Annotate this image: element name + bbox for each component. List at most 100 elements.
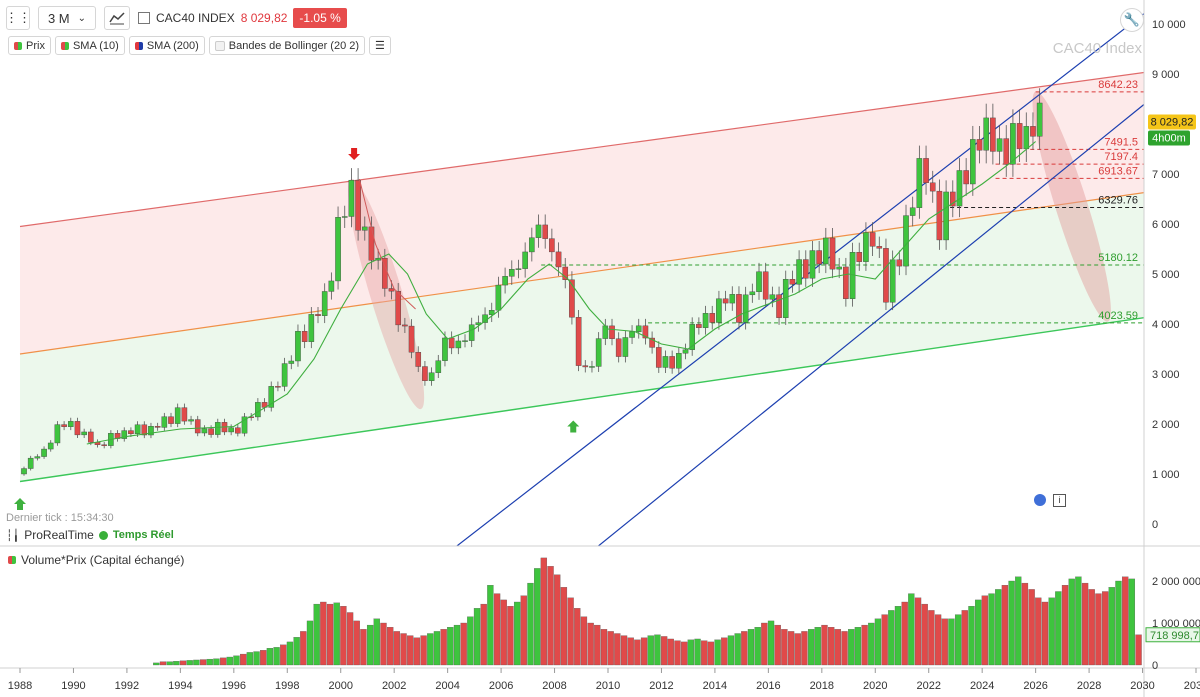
volume-bar (1128, 578, 1136, 666)
candle-body (355, 179, 361, 231)
level-label: 7491.5 (1104, 136, 1138, 148)
candle-body (341, 216, 348, 218)
volume-bar (493, 593, 501, 666)
candle-body (515, 268, 522, 270)
volume-bar (540, 557, 548, 666)
legend-item-sma200[interactable]: SMA (200) (128, 36, 205, 55)
volume-bar (781, 629, 788, 666)
wrench-icon[interactable]: 🔧 (1120, 8, 1144, 32)
legend-label: SMA (200) (146, 39, 199, 52)
globe-icon[interactable] (1034, 494, 1046, 506)
candle-body (542, 224, 548, 239)
volume-bar (1075, 576, 1082, 666)
volume-bar (420, 635, 427, 666)
candle-body (81, 431, 87, 436)
candle-body (488, 310, 495, 315)
x-tick-label: 2022 (916, 680, 940, 692)
volume-bar (487, 585, 494, 666)
candle-body (823, 237, 829, 265)
candle-body (736, 294, 742, 323)
y-tick-label: 10 000 (1152, 19, 1186, 31)
volume-bar (928, 610, 935, 666)
volume-bar (1015, 576, 1022, 666)
candle-body (549, 238, 555, 253)
volume-bar (286, 641, 294, 666)
candle-body (595, 338, 602, 367)
x-tick-label: 2002 (382, 680, 406, 692)
volume-bar (721, 637, 728, 666)
candle-body (388, 288, 395, 292)
candle-body (669, 356, 675, 369)
volume-bar (467, 616, 474, 666)
trend-line (597, 103, 1144, 546)
volume-bar (1041, 601, 1049, 666)
candle-body (1003, 138, 1010, 165)
candle-body (729, 294, 736, 304)
volume-bar (647, 635, 654, 666)
info-icon[interactable]: i (1053, 494, 1066, 507)
volume-bar (914, 597, 922, 666)
watermark: CAC40 Index (1052, 40, 1142, 57)
candles-icon: ┆╽ (6, 529, 20, 542)
candle-body (582, 365, 589, 368)
candle-body (395, 290, 401, 326)
volume-bar (480, 603, 487, 666)
candle-body (295, 331, 301, 362)
candle-body (943, 191, 949, 241)
y-tick-label: 0 (1152, 519, 1158, 531)
volume-bar (1061, 585, 1069, 666)
volume-bar (995, 589, 1002, 666)
symbol-name[interactable]: CAC40 INDEX (156, 11, 235, 25)
volume-bar (774, 624, 781, 666)
candle-body (288, 360, 295, 364)
candle-body (642, 325, 649, 339)
candle-body (161, 416, 168, 428)
volume-bar (754, 627, 761, 666)
candle-body (67, 421, 74, 427)
candle-body (702, 313, 709, 328)
volume-bar (219, 657, 227, 666)
volume-bar (894, 606, 902, 666)
legend-menu-icon[interactable]: ☰ (369, 36, 391, 55)
candle-body (722, 298, 729, 304)
volume-legend[interactable]: Volume*Prix (Capital échangé) (8, 553, 184, 567)
volume-bar (199, 659, 207, 666)
volume-bar (600, 629, 608, 666)
candle-body (869, 232, 876, 247)
volume-bar (761, 622, 768, 666)
candle-body (315, 314, 321, 316)
volume-bar (306, 620, 314, 666)
candle-body (428, 372, 435, 381)
legend-item-sma10[interactable]: SMA (10) (54, 36, 125, 55)
volume-bar (787, 631, 795, 666)
drag-handle-icon[interactable]: ⋮⋮ (5, 6, 31, 30)
x-tick-label: 1998 (275, 680, 299, 692)
candle-body (876, 246, 883, 249)
volume-bar (654, 634, 661, 666)
x-tick-label: 2018 (810, 680, 834, 692)
line-chart-icon (109, 12, 125, 25)
volume-bar (580, 616, 588, 666)
chart-type-icon[interactable] (104, 6, 130, 30)
volume-bar (1068, 578, 1075, 666)
candle-body (1010, 123, 1016, 165)
y-tick-label: 7 000 (1152, 169, 1180, 181)
candle-body (709, 313, 716, 323)
volume-bar (968, 606, 975, 666)
candle-body (829, 237, 836, 270)
period-select[interactable]: 3 M ⌄ (38, 6, 96, 30)
legend-item-bollinger[interactable]: Bandes de Bollinger (20 2) (208, 36, 366, 55)
candle-body (529, 237, 535, 253)
arrow-down-icon (348, 148, 361, 160)
volume-bar (868, 622, 875, 666)
volume-bar (975, 599, 982, 666)
candle-body (963, 170, 969, 185)
candle-body (843, 266, 849, 299)
legend-item-price[interactable]: Prix (8, 36, 51, 55)
candle-body (802, 259, 809, 279)
x-tick-label: 2012 (649, 680, 673, 692)
volume-bar (440, 629, 447, 666)
volume-bar (981, 595, 989, 666)
candle-body (188, 419, 194, 422)
